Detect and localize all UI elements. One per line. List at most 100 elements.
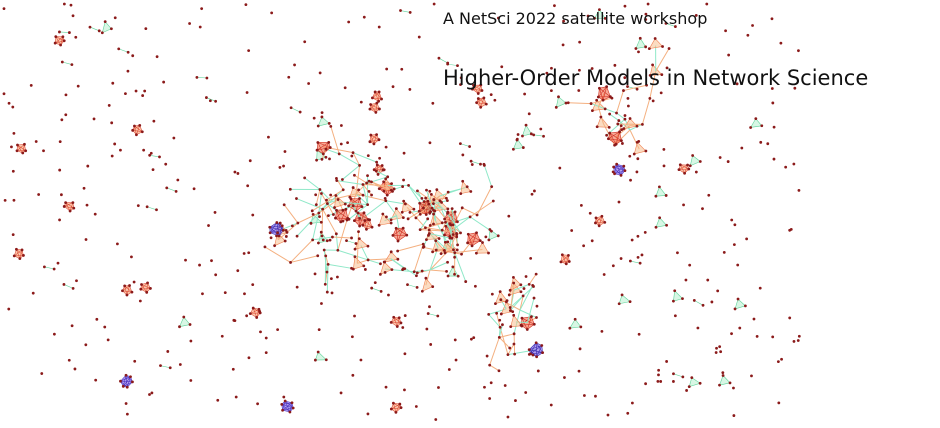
edge: [527, 323, 535, 330]
node: [382, 168, 386, 172]
node: [617, 200, 621, 204]
edge: [196, 77, 207, 79]
node: [455, 232, 458, 235]
node: [379, 289, 383, 293]
node: [498, 290, 502, 294]
node: [357, 230, 360, 234]
node: [258, 311, 262, 315]
edge: [750, 125, 762, 128]
node: [174, 189, 178, 193]
node: [354, 209, 358, 213]
node: [377, 187, 381, 191]
node: [295, 234, 299, 238]
node: [71, 287, 75, 290]
node: [427, 228, 431, 232]
node: [469, 190, 473, 193]
edge: [440, 249, 454, 254]
edge: [655, 48, 670, 72]
edge: [290, 239, 314, 263]
node: [150, 391, 154, 395]
node: [435, 188, 439, 192]
node: [363, 268, 367, 271]
node: [198, 25, 202, 29]
node: [479, 105, 483, 109]
node: [93, 212, 97, 216]
node: [424, 276, 428, 280]
node: [247, 356, 251, 360]
edge: [434, 208, 448, 212]
edge: [429, 269, 447, 272]
edge: [140, 282, 148, 290]
node: [269, 236, 273, 240]
edge: [599, 9, 606, 19]
node: [615, 111, 618, 115]
node: [468, 145, 471, 148]
node: [540, 344, 544, 347]
node: [705, 2, 709, 6]
node: [470, 87, 474, 91]
edge: [355, 193, 386, 202]
edge: [264, 246, 291, 263]
node: [368, 140, 372, 144]
hyperedge: [673, 290, 683, 302]
node: [622, 127, 626, 131]
node: [475, 101, 479, 105]
node: [458, 142, 462, 146]
hyperedge: [433, 189, 447, 200]
node: [443, 240, 447, 244]
node: [11, 169, 15, 173]
node: [646, 2, 650, 6]
node: [188, 22, 191, 25]
edge: [595, 216, 603, 224]
node: [134, 89, 138, 93]
node: [313, 358, 317, 362]
node: [582, 394, 586, 397]
node: [68, 209, 72, 213]
hyperedge: [354, 212, 369, 227]
hyperedge: [521, 316, 535, 330]
edge: [338, 153, 360, 166]
subtitle: A NetSci 2022 satellite workshop: [443, 9, 708, 28]
edge: [513, 147, 524, 150]
edge: [637, 142, 647, 152]
node: [361, 223, 365, 227]
edge: [312, 212, 320, 240]
node: [370, 193, 373, 197]
node: [214, 273, 218, 277]
hyperedge: [315, 352, 327, 361]
edge: [132, 125, 140, 131]
edge: [495, 291, 501, 304]
node: [223, 291, 227, 295]
node: [361, 193, 365, 197]
edge: [274, 240, 286, 246]
edge: [281, 404, 291, 413]
edge: [473, 85, 483, 91]
edge: [395, 403, 401, 413]
edge: [346, 240, 357, 244]
node: [770, 17, 774, 21]
node: [351, 151, 355, 155]
node: [521, 146, 525, 149]
node: [276, 231, 279, 235]
node: [508, 288, 512, 292]
node: [640, 122, 644, 126]
node: [608, 112, 612, 116]
node: [366, 412, 370, 416]
node: [788, 316, 792, 320]
edge: [384, 251, 392, 263]
edge: [269, 227, 280, 237]
node: [532, 322, 536, 326]
edge: [488, 229, 491, 240]
node: [665, 66, 669, 70]
node: [673, 289, 677, 293]
node: [428, 223, 432, 227]
node: [637, 332, 641, 336]
edge: [318, 123, 330, 127]
node: [407, 184, 410, 187]
node: [403, 267, 407, 271]
node: [429, 192, 433, 196]
node: [483, 385, 486, 389]
node: [760, 124, 764, 128]
edge: [499, 291, 508, 301]
edge: [609, 132, 622, 141]
